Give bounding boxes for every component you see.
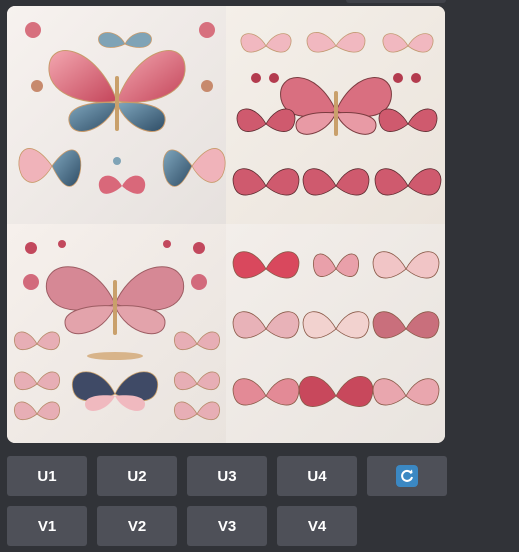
v4-button[interactable]: V4 <box>277 506 357 546</box>
v2-button-label: V2 <box>127 517 147 535</box>
image-3[interactable] <box>7 224 226 443</box>
image-grid[interactable] <box>7 6 445 443</box>
v2-button[interactable]: V2 <box>97 506 177 546</box>
u2-button[interactable]: U2 <box>97 456 177 496</box>
v1-button-label: V1 <box>37 517 57 535</box>
refresh-icon <box>396 465 418 487</box>
u4-button[interactable]: U4 <box>277 456 357 496</box>
image-1[interactable] <box>7 6 226 224</box>
v1-button[interactable]: V1 <box>7 506 87 546</box>
v4-button-label: V4 <box>307 517 327 535</box>
image-2[interactable] <box>226 6 445 224</box>
u3-button-label: U3 <box>217 467 237 485</box>
u4-button-label: U4 <box>307 467 327 485</box>
u3-button[interactable]: U3 <box>187 456 267 496</box>
u1-button-label: U1 <box>37 467 57 485</box>
u1-button[interactable]: U1 <box>7 456 87 496</box>
reroll-button[interactable] <box>367 456 447 496</box>
image-4[interactable] <box>226 224 445 443</box>
u2-button-label: U2 <box>127 467 147 485</box>
v3-button[interactable]: V3 <box>187 506 267 546</box>
top-edge-bar <box>346 0 446 3</box>
v3-button-label: V3 <box>217 517 237 535</box>
